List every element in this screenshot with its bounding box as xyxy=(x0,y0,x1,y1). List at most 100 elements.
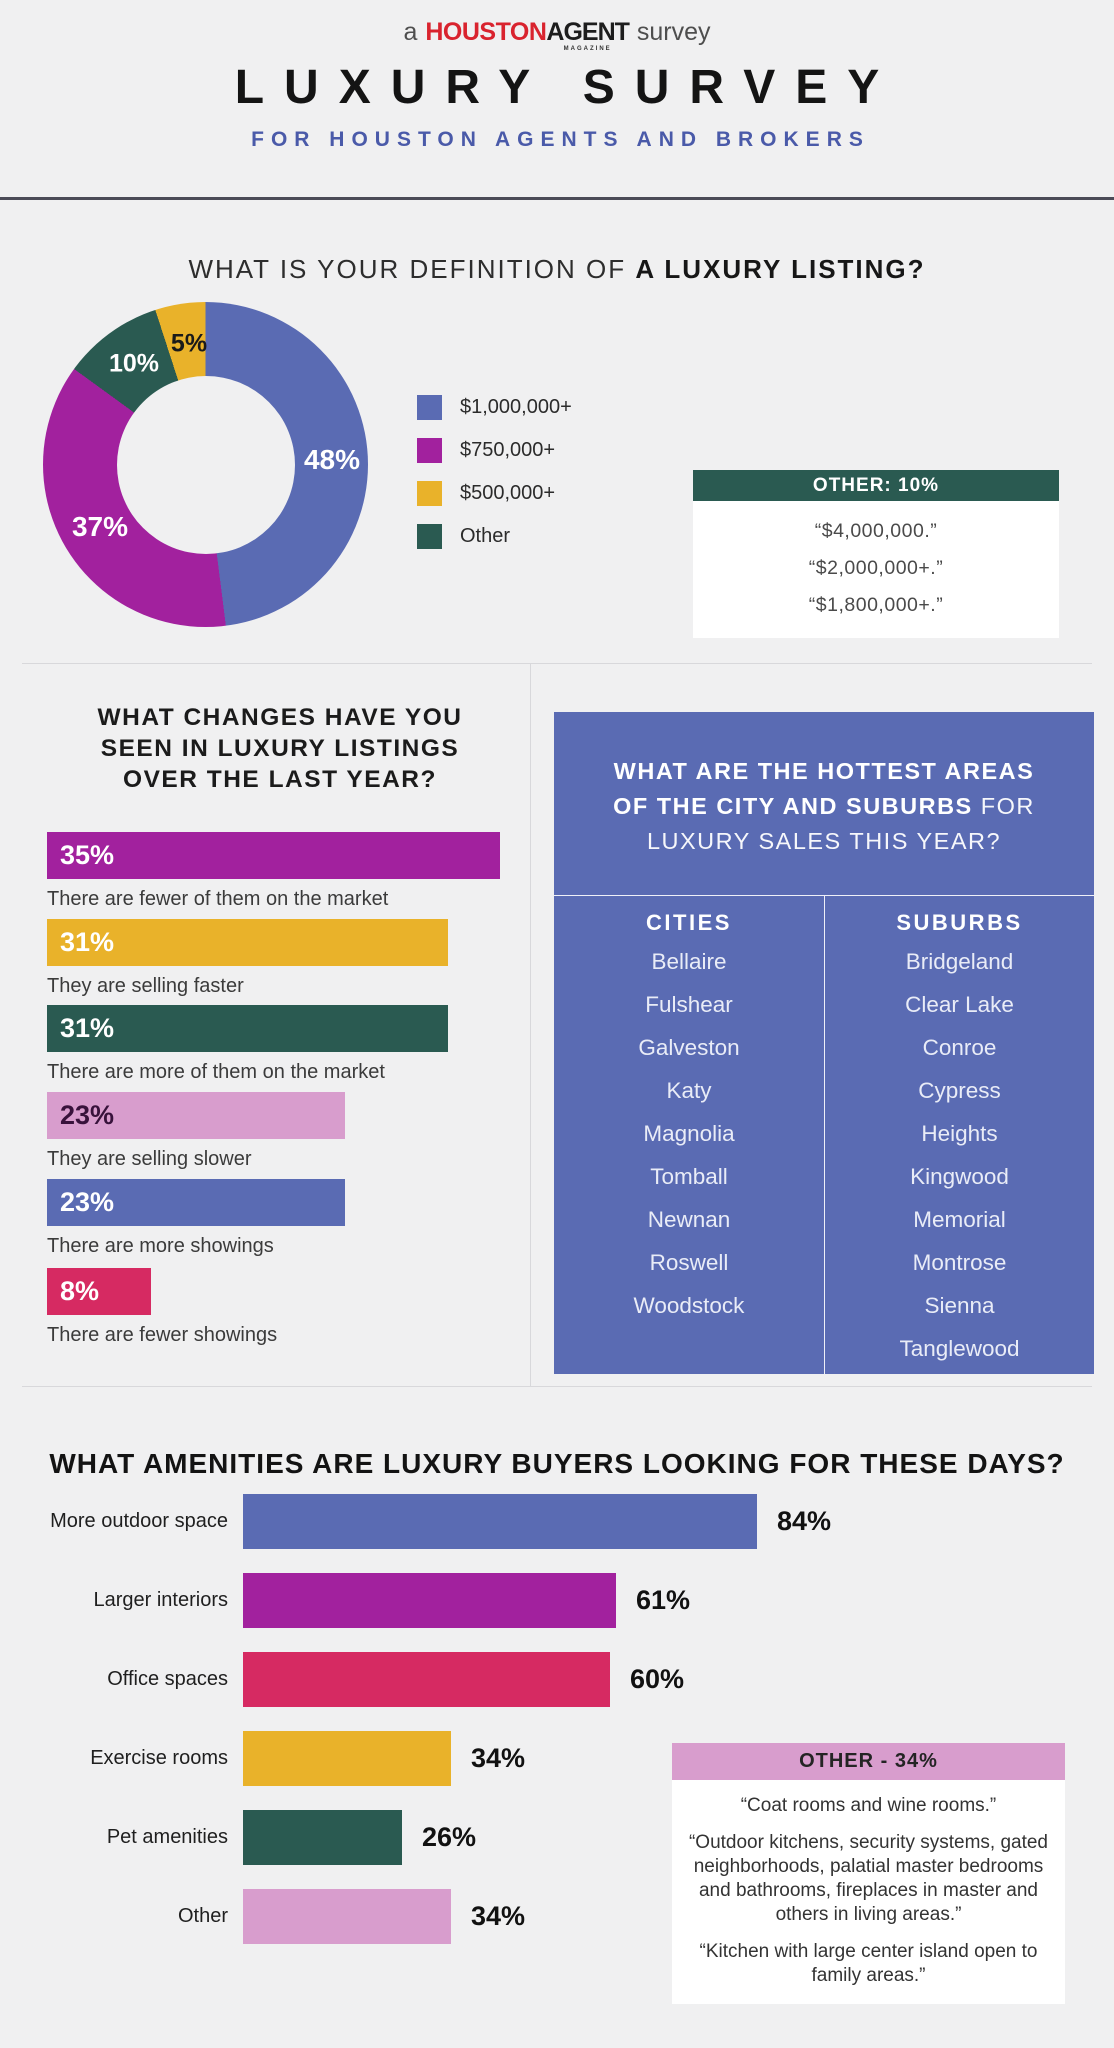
heading-line: LUXURY SALES THIS YEAR? xyxy=(554,824,1094,859)
definition-legend: $1,000,000+ $750,000+ $500,000+ Other xyxy=(417,386,572,558)
amenity-bar-row: Other 34% xyxy=(0,1889,1114,1944)
change-bar-row: 23% They are selling slower xyxy=(47,1092,500,1171)
bar-4: 23% xyxy=(47,1179,345,1226)
bar-value-label: 8% xyxy=(60,1276,100,1306)
amenity-category-label: Other xyxy=(177,1905,228,1927)
section-divider-vertical xyxy=(530,663,531,1386)
donut-slice-label: 5% xyxy=(170,329,208,358)
change-bar-row: 31% They are selling faster xyxy=(47,919,500,998)
amenities-other-box-title: OTHER - 34% xyxy=(672,1743,1065,1780)
bar-value-label: 26% xyxy=(422,1822,477,1852)
legend-swatch xyxy=(417,524,442,549)
area-name: Sienna xyxy=(924,1293,995,1318)
donut-slice-label: 48% xyxy=(303,444,361,475)
area-name: Bridgeland xyxy=(905,949,1014,974)
definition-other-box-title: OTHER: 10% xyxy=(693,470,1059,501)
page-title: LUXURY SURVEY xyxy=(234,61,900,114)
amenity-category-label: More outdoor space xyxy=(50,1510,228,1532)
legend-label: $750,000+ xyxy=(460,439,556,461)
quote-line: “$4,000,000.” xyxy=(814,520,938,542)
heading-segment: FOR xyxy=(972,793,1035,819)
bar-value-label: 31% xyxy=(60,927,115,957)
bar-caption: There are more showings xyxy=(47,1235,274,1257)
logo-suffix: survey xyxy=(636,18,711,46)
bar-3: 23% xyxy=(47,1092,345,1139)
area-name: Conroe xyxy=(922,1035,997,1060)
area-name: Katy xyxy=(666,1078,712,1103)
areas-column-cities: CITIES Bellaire Fulshear Galveston Katy Magno… xyxy=(554,896,824,1374)
hottest-areas-heading: WHAT ARE THE HOTTEST AREAS OF THE CITY AN… xyxy=(554,754,1094,859)
bar-value-label: 34% xyxy=(471,1901,526,1931)
donut-slice-label: 37% xyxy=(71,511,129,542)
heading-segment: LUXURY SALES THIS YEAR? xyxy=(646,828,1002,854)
heading-segment: OF THE CITY AND SUBURBS xyxy=(613,793,973,819)
amenities-other-box-quotes: “Coat rooms and wine rooms.” “Outdoor kit… xyxy=(672,1780,1065,2004)
section-divider-horizontal-2 xyxy=(22,1386,1092,1387)
definition-donut-chart: 48% 37% 10% 5% xyxy=(43,302,368,627)
bar-caption: They are selling faster xyxy=(47,975,244,997)
amenity-bar-row: More outdoor space 84% xyxy=(0,1494,1114,1549)
areas-panel-divider-horizontal xyxy=(554,895,1094,896)
magazine-logo: a HOUSTONAGENT MAGAZINE survey xyxy=(0,18,1114,52)
area-name: Montrose xyxy=(912,1250,1007,1275)
legend-item: $1,000,000+ xyxy=(417,386,572,429)
definition-other-box-quotes: “$4,000,000.” “$2,000,000+.” “$1,800,000+.… xyxy=(693,501,1059,638)
amenity-category-label: Larger interiors xyxy=(93,1589,228,1611)
section-divider-horizontal-1 xyxy=(22,663,1092,664)
amenity-bar-row: Pet amenities 26% xyxy=(0,1810,1114,1865)
legend-label: Other xyxy=(460,525,511,547)
area-name: Fulshear xyxy=(645,992,733,1017)
bar-2 xyxy=(243,1652,610,1707)
bar-caption: There are more of them on the market xyxy=(47,1061,385,1083)
changes-bar-chart: 35% There are fewer of them on the market… xyxy=(47,832,500,1357)
heading-line: WHAT CHANGES HAVE YOU xyxy=(97,704,463,731)
change-bar-row: 31% There are more of them on the market xyxy=(47,1005,500,1084)
amenities-bar-chart: More outdoor space 84% Larger interiors 61%… xyxy=(0,1494,1114,1954)
bar-5 xyxy=(243,1889,451,1944)
amenity-category-label: Exercise rooms xyxy=(90,1747,228,1769)
bar-5: 8% xyxy=(47,1268,151,1315)
quote-line: “Coat rooms and wine rooms.” xyxy=(740,1795,997,1816)
legend-item: $750,000+ xyxy=(417,429,572,472)
logo-prefix: a xyxy=(403,18,418,46)
hottest-areas-panel: WHAT ARE THE HOTTEST AREAS OF THE CITY AN… xyxy=(554,712,1094,1374)
area-name: Galveston xyxy=(638,1035,740,1060)
heading-line: OF THE CITY AND SUBURBS FOR xyxy=(554,789,1094,824)
logo-brand-houston: HOUSTON xyxy=(425,18,547,46)
amenity-bar-row: Larger interiors 61% xyxy=(0,1573,1114,1628)
bar-2: 31% xyxy=(47,1005,448,1052)
amenities-other-box: OTHER - 34% “Coat rooms and wine rooms.”… xyxy=(672,1743,1065,2004)
legend-swatch xyxy=(417,395,442,420)
bar-0: 35% xyxy=(47,832,500,879)
heading-segment: WHAT ARE THE HOTTEST AREAS xyxy=(613,758,1035,784)
bar-caption: There are fewer showings xyxy=(47,1324,278,1346)
bar-value-label: 60% xyxy=(630,1664,685,1694)
amenity-bar-row: Exercise rooms 34% xyxy=(0,1731,1114,1786)
quote-line: “Kitchen with large center island open t… xyxy=(699,1941,1038,1986)
bar-caption: They are selling slower xyxy=(47,1148,252,1170)
bar-1 xyxy=(243,1573,616,1628)
definition-section-heading: WHAT IS YOUR DEFINITION OF A LUXURY LIST… xyxy=(188,254,926,284)
area-name: Magnolia xyxy=(643,1121,735,1146)
legend-swatch xyxy=(417,481,442,506)
bar-value-label: 31% xyxy=(60,1013,115,1043)
legend-label: $500,000+ xyxy=(460,482,556,504)
quote-line: “Outdoor kitchens, security systems, gat… xyxy=(688,1832,1049,1925)
definition-other-box: OTHER: 10% “$4,000,000.” “$2,000,000+.” “$… xyxy=(693,470,1059,638)
bar-4 xyxy=(243,1810,402,1865)
area-name: Tanglewood xyxy=(899,1336,1020,1361)
bar-caption: There are fewer of them on the market xyxy=(47,888,389,910)
areas-column-title: CITIES xyxy=(646,910,732,935)
logo-brand-agent: AGENT MAGAZINE xyxy=(546,18,629,52)
quote-line: “$1,800,000+.” xyxy=(808,594,944,616)
heading-line: WHAT ARE THE HOTTEST AREAS xyxy=(554,754,1094,789)
donut-slice-label: 10% xyxy=(108,349,160,378)
bar-value-label: 23% xyxy=(60,1100,115,1130)
changes-section-heading: WHAT CHANGES HAVE YOU SEEN IN LUXURY LIST… xyxy=(30,702,530,795)
bar-0 xyxy=(243,1494,757,1549)
area-name: Bellaire xyxy=(651,949,727,974)
area-name: Woodstock xyxy=(633,1293,745,1318)
bar-3 xyxy=(243,1731,451,1786)
heading-line: OVER THE LAST YEAR? xyxy=(123,766,437,793)
